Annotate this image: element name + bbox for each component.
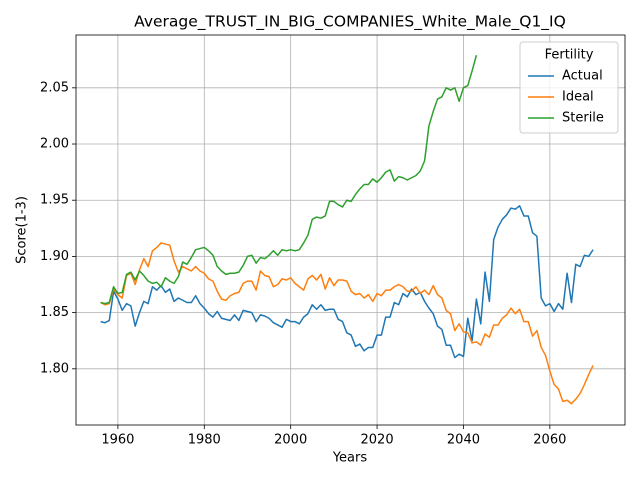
- x-axis-label: Years: [332, 451, 368, 466]
- legend-label: Sterile: [562, 111, 604, 126]
- y-tick-label: 1.95: [40, 193, 69, 208]
- x-tick-label: 2020: [361, 433, 394, 448]
- y-tick-label: 1.85: [40, 305, 69, 320]
- x-tick-label: 2040: [447, 433, 480, 448]
- legend-label: Ideal: [562, 90, 594, 105]
- legend-box: [519, 41, 619, 134]
- plot-frame: [75, 34, 626, 426]
- y-tick-label: 2.05: [40, 80, 69, 95]
- x-tick-label: 2060: [533, 433, 566, 448]
- line-series: [100, 242, 594, 405]
- x-tick-label: 1980: [188, 433, 221, 448]
- line-series: [100, 55, 478, 305]
- x-tick-label: 2000: [274, 433, 307, 448]
- line-series: [100, 205, 594, 359]
- y-tick-label: 1.90: [40, 249, 69, 264]
- legend-label: Actual: [562, 69, 603, 84]
- y-tick-label: 1.80: [40, 361, 69, 376]
- legend-title: Fertility: [545, 48, 594, 63]
- y-axis-label: Score(1-3): [15, 196, 30, 264]
- y-tick-label: 2.00: [40, 137, 69, 152]
- x-tick-label: 1960: [101, 433, 134, 448]
- chart-title: Average_TRUST_IN_BIG_COMPANIES_White_Mal…: [134, 13, 566, 32]
